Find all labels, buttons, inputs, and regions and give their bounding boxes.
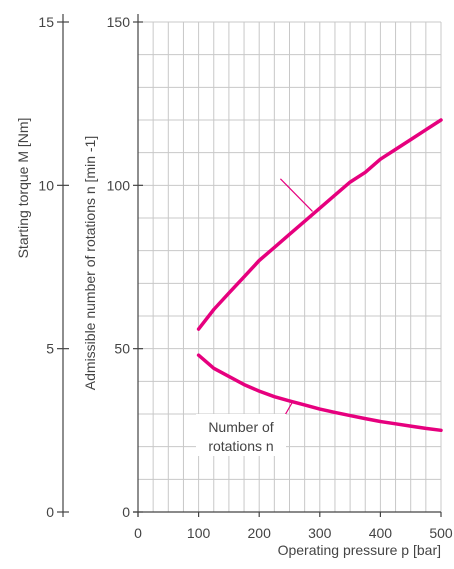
series-line-1	[196, 118, 443, 331]
x-axis-label: Operating pressure p [bar]	[278, 542, 441, 558]
x-tick-label: 0	[134, 525, 142, 541]
y-tick-label: 100	[107, 177, 131, 193]
y2-tick-label: 5	[46, 341, 54, 357]
axes	[62, 14, 441, 517]
leader-lines	[279, 178, 313, 416]
y2-axis-label: Starting torque M [Nm]	[15, 118, 31, 259]
annotation-background	[196, 414, 286, 456]
y2-tick-label: 0	[46, 504, 54, 520]
y-tick-label: 50	[114, 341, 130, 357]
x-tick-label: 500	[429, 525, 453, 541]
series-line-2	[196, 353, 443, 433]
y-tick-label: 150	[107, 14, 131, 30]
x-tick-label: 400	[369, 525, 393, 541]
ticks: 0 100 200 300 400 500 0 50 100 150 0 5 10 15	[38, 14, 452, 541]
leader-line-lower	[284, 400, 294, 416]
annotation-line-1: Number of	[208, 419, 273, 435]
grid	[138, 21, 442, 512]
series-group	[196, 118, 443, 433]
leader-line-upper	[279, 178, 313, 212]
y2-tick-label: 15	[38, 14, 54, 30]
x-tick-label: 100	[187, 525, 211, 541]
y-axis-label: Admissible number of rotations n [min -1…	[82, 136, 98, 390]
y2-tick-label: 10	[38, 177, 54, 193]
annotation-line-2: rotations n	[208, 438, 273, 454]
x-tick-label: 300	[308, 525, 332, 541]
x-tick-label: 200	[248, 525, 272, 541]
y-tick-label: 0	[122, 504, 130, 520]
